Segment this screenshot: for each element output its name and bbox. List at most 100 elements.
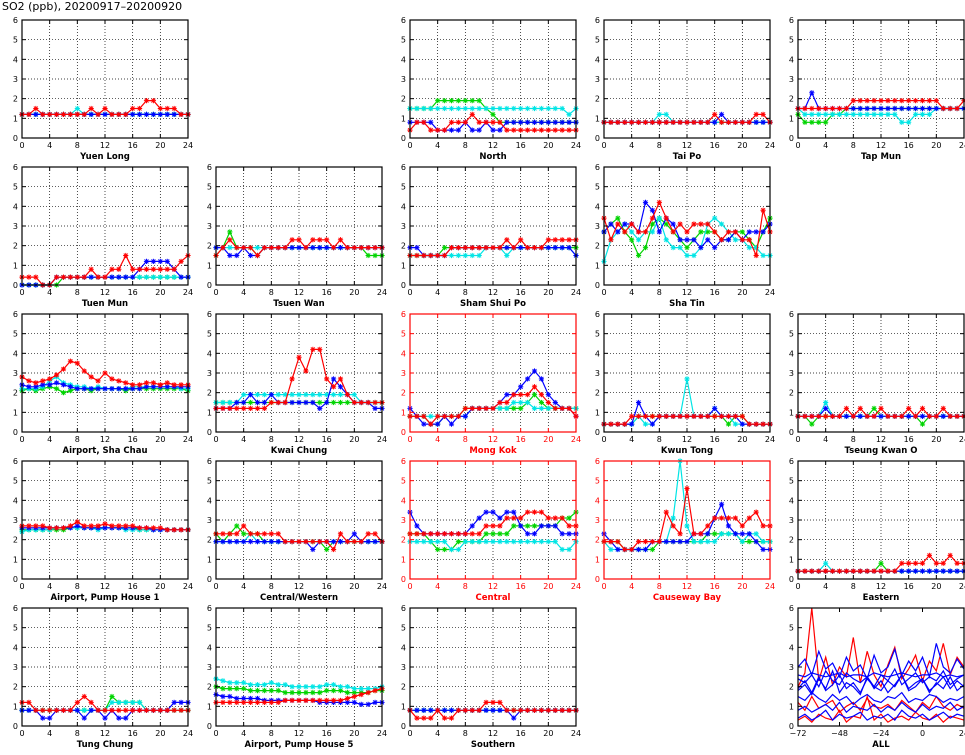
x-tick-label: 24: [377, 582, 387, 591]
y-tick-label: 2: [789, 389, 794, 398]
data-point: [885, 413, 891, 419]
data-point: [150, 380, 157, 386]
y-tick-label: 1: [595, 408, 600, 417]
data-point: [47, 111, 53, 117]
data-point: [511, 515, 517, 521]
data-point: [310, 237, 316, 243]
x-tick-label: 24: [183, 288, 193, 297]
data-point: [337, 539, 344, 545]
y-tick-label: 1: [595, 555, 600, 564]
data-point: [462, 252, 468, 259]
data-point: [365, 689, 371, 696]
data-point: [47, 525, 53, 531]
data-point: [289, 399, 295, 406]
data-point: [81, 386, 87, 392]
y-tick-label: 2: [595, 95, 600, 104]
data-point: [337, 384, 344, 390]
data-point: [330, 392, 337, 398]
data-point: [26, 274, 32, 280]
x-tick-label: 4: [435, 582, 440, 591]
data-point: [524, 127, 531, 133]
data-point: [53, 386, 60, 392]
panel-title: Tuen Mun: [82, 299, 128, 309]
x-tick-label: 20: [931, 582, 941, 591]
data-point: [414, 105, 420, 112]
data-point: [178, 699, 184, 705]
data-point: [310, 245, 316, 251]
data-point: [635, 546, 642, 553]
data-point: [441, 715, 448, 721]
data-point: [282, 539, 288, 545]
data-point: [608, 421, 614, 427]
data-point: [608, 546, 614, 553]
data-point: [241, 680, 247, 686]
data-point: [823, 119, 829, 125]
data-point: [490, 105, 496, 112]
data-point: [919, 421, 926, 427]
data-point: [504, 509, 510, 515]
data-point: [67, 523, 74, 529]
data-point: [261, 399, 268, 406]
x-tick-label: 16: [128, 288, 138, 297]
data-point: [552, 119, 558, 125]
data-point: [102, 274, 108, 280]
y-tick-label: 3: [13, 663, 18, 672]
data-point: [324, 539, 330, 545]
data-point: [337, 392, 344, 398]
data-point: [809, 421, 815, 427]
x-tick-label: 16: [710, 288, 720, 297]
y-tick-label: 2: [401, 389, 406, 398]
panel-title: Airport, Pump House 1: [51, 593, 160, 603]
x-tick-label: 16: [516, 288, 526, 297]
data-point: [130, 699, 136, 705]
y-tick-label: 3: [207, 222, 212, 231]
data-point: [545, 707, 551, 713]
data-point: [906, 568, 912, 574]
data-point: [40, 378, 46, 384]
x-tick-label: 16: [710, 435, 720, 444]
data-point: [220, 699, 226, 705]
grid: [410, 461, 576, 579]
data-point: [629, 237, 635, 243]
data-point: [324, 399, 330, 406]
y-tick-label: 4: [595, 349, 600, 358]
data-point: [372, 531, 378, 537]
data-point: [130, 105, 136, 112]
data-point: [421, 531, 427, 537]
data-point: [518, 384, 524, 390]
data-point: [823, 568, 829, 574]
data-point: [130, 266, 136, 272]
data-point: [878, 105, 884, 112]
data-point: [739, 539, 745, 545]
data-point: [441, 546, 448, 553]
data-point: [47, 376, 53, 382]
data-point: [448, 421, 455, 427]
data-point: [490, 707, 496, 713]
grid: [798, 20, 964, 138]
data-point: [164, 707, 170, 713]
data-point: [469, 105, 475, 112]
data-point: [171, 111, 177, 117]
data-point: [247, 699, 254, 705]
data-point: [712, 515, 718, 521]
data-point: [289, 684, 295, 690]
y-tick-label: 3: [13, 369, 18, 378]
data-point: [67, 111, 74, 117]
data-point: [171, 382, 177, 388]
data-point: [344, 684, 351, 690]
y-tick-label: 6: [789, 604, 794, 613]
data-point: [136, 699, 143, 705]
data-point: [954, 413, 960, 419]
data-point: [317, 689, 323, 696]
data-point: [608, 221, 614, 227]
data-point: [753, 539, 759, 545]
data-point: [823, 399, 829, 406]
data-point: [337, 531, 344, 537]
data-point: [739, 531, 745, 537]
data-point: [926, 552, 933, 558]
data-point: [102, 370, 108, 376]
data-point: [559, 707, 565, 713]
x-tick-label: 8: [269, 729, 274, 738]
